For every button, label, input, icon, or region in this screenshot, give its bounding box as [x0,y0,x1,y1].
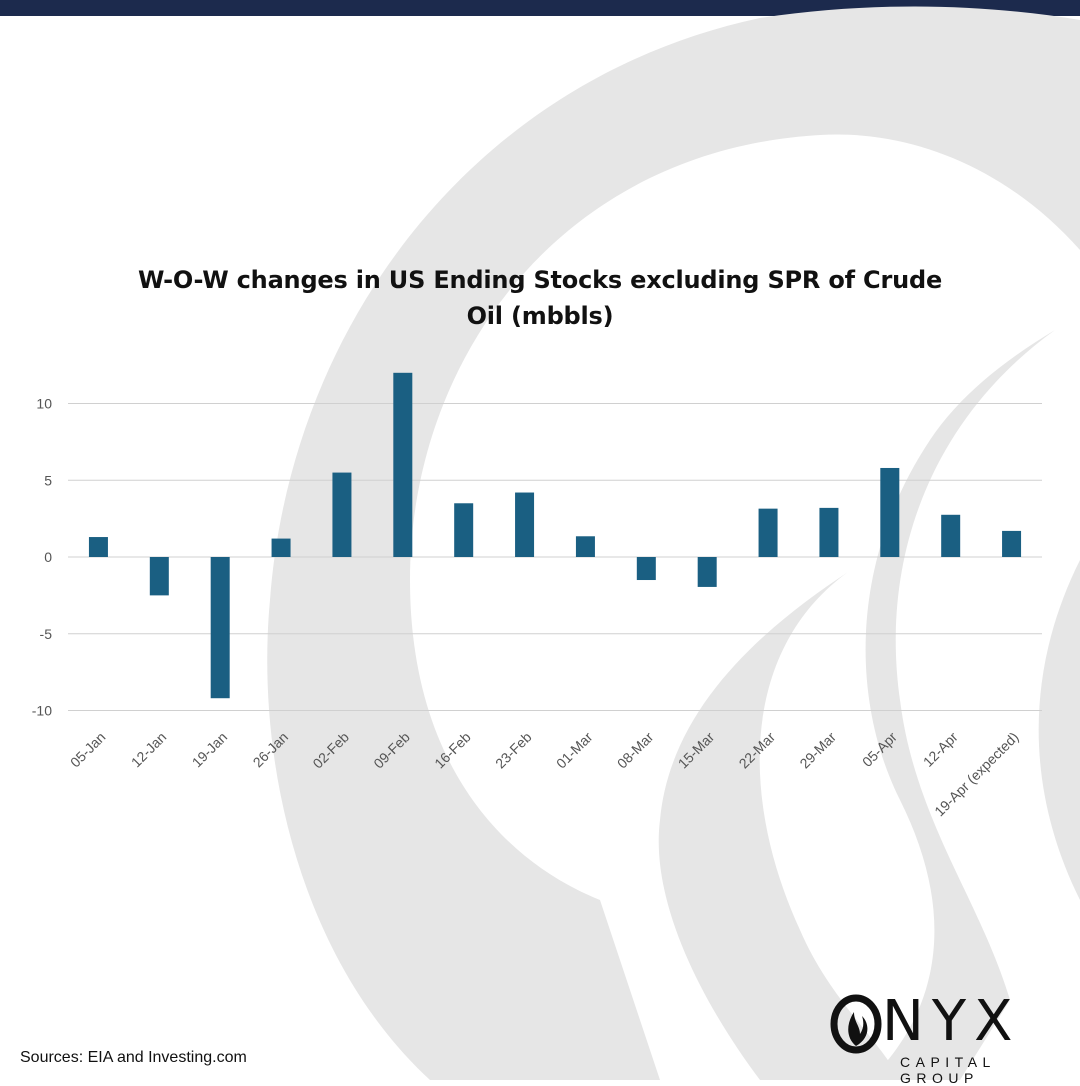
chart-title: W-O-W changes in US Ending Stocks exclud… [137,266,943,330]
x-tick-label: 16-Feb [431,729,474,772]
y-tick-label: 0 [44,549,52,565]
x-tick-label: 12-Apr [920,729,961,770]
flame-o-icon [830,994,882,1054]
bar [515,492,535,557]
x-tick-label: 22-Mar [736,729,779,772]
bar [210,557,230,699]
x-tick-label: 01-Mar [553,729,596,772]
bar [880,467,900,557]
y-tick-label: -5 [40,626,53,642]
bar [575,536,595,557]
bar [149,557,169,596]
bar [271,538,291,557]
bar [1002,530,1022,557]
y-tick-label: -10 [32,703,52,719]
x-tick-label: 26-Jan [250,729,292,771]
bar [393,372,413,557]
x-tick-label: 15-Mar [675,729,718,772]
bar [454,503,474,557]
bar [636,557,656,581]
bar [941,514,961,557]
y-tick-label: 5 [44,472,52,488]
bar [697,557,717,587]
x-tick-label: 08-Mar [614,729,657,772]
x-tick-label: 02-Feb [309,729,352,772]
y-tick-label: 10 [36,396,52,412]
logo-subtitle: CAPITAL GROUP [900,1054,996,1086]
sources-note: Sources: EIA and Investing.com [20,1049,247,1066]
bar [332,472,352,557]
bar [819,507,839,557]
x-tick-label: 05-Jan [67,729,109,771]
x-tick-label: 12-Jan [128,729,170,771]
x-tick-label: 09-Feb [370,729,413,772]
onyx-logo: NYX CAPITAL GROUP [830,989,1070,1086]
x-tick-label: 05-Apr [859,729,900,770]
x-tick-label: 23-Feb [492,729,535,772]
logo-wordmark: NYX [882,989,1021,1054]
bar [758,508,778,557]
x-tick-label: 19-Jan [189,729,231,771]
x-tick-label: 29-Mar [796,729,839,772]
bar [88,537,108,557]
